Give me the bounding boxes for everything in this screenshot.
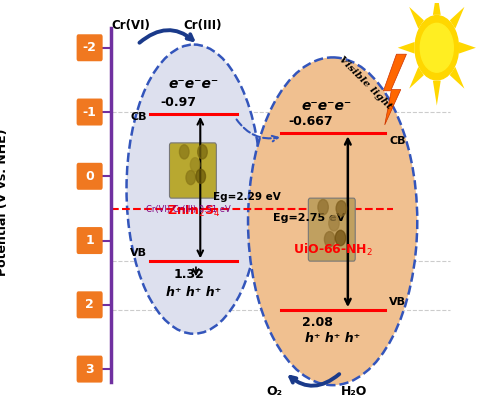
Text: h⁺ h⁺ h⁺: h⁺ h⁺ h⁺: [305, 332, 360, 345]
Text: ZnIn$_2$S$_4$: ZnIn$_2$S$_4$: [167, 204, 221, 219]
Text: VB: VB: [130, 248, 147, 259]
Polygon shape: [398, 42, 415, 54]
Text: O₂: O₂: [266, 385, 282, 398]
Polygon shape: [450, 67, 464, 88]
Circle shape: [329, 215, 339, 231]
Text: e⁻e⁻e⁻: e⁻e⁻e⁻: [301, 99, 351, 113]
Circle shape: [324, 231, 335, 247]
Circle shape: [198, 145, 207, 159]
Polygon shape: [459, 42, 476, 54]
Polygon shape: [433, 81, 441, 105]
FancyBboxPatch shape: [76, 99, 103, 126]
Polygon shape: [433, 0, 441, 15]
Circle shape: [318, 200, 328, 215]
Text: Cr(VI) Cr(III) 0.51 eV: Cr(VI) Cr(III) 0.51 eV: [146, 205, 231, 214]
Text: 1: 1: [85, 234, 94, 247]
Polygon shape: [450, 7, 464, 29]
Circle shape: [420, 23, 453, 72]
Text: H₂O: H₂O: [341, 385, 368, 398]
FancyBboxPatch shape: [76, 356, 103, 383]
Text: e⁻e⁻e⁻: e⁻e⁻e⁻: [169, 78, 219, 91]
FancyBboxPatch shape: [76, 291, 103, 318]
FancyBboxPatch shape: [76, 163, 103, 190]
FancyBboxPatch shape: [309, 198, 355, 261]
Circle shape: [336, 201, 347, 216]
Circle shape: [415, 16, 458, 80]
Text: 3: 3: [85, 362, 94, 376]
Text: Eg=2.75 eV: Eg=2.75 eV: [273, 213, 345, 223]
Text: Visible light: Visible light: [337, 55, 393, 112]
Ellipse shape: [248, 57, 417, 385]
Text: 1.32: 1.32: [174, 267, 205, 280]
Text: h⁺ h⁺ h⁺: h⁺ h⁺ h⁺: [166, 286, 221, 299]
Text: UiO-66-NH$_2$: UiO-66-NH$_2$: [293, 242, 372, 258]
Circle shape: [190, 158, 200, 172]
Polygon shape: [409, 67, 424, 88]
Text: -0.667: -0.667: [289, 115, 333, 128]
Circle shape: [335, 230, 346, 246]
Text: 2: 2: [85, 298, 94, 311]
FancyBboxPatch shape: [76, 34, 103, 61]
Text: -0.97: -0.97: [161, 96, 196, 109]
Text: Cr(VI): Cr(VI): [112, 19, 150, 32]
Ellipse shape: [126, 44, 261, 334]
Text: CB: CB: [389, 136, 406, 146]
Text: Potential (V vs. NHE): Potential (V vs. NHE): [0, 128, 9, 276]
Text: CB: CB: [130, 112, 147, 122]
FancyBboxPatch shape: [170, 143, 216, 198]
Text: Eg=2.29 eV: Eg=2.29 eV: [213, 192, 281, 202]
Text: -2: -2: [83, 41, 97, 54]
Circle shape: [196, 169, 205, 183]
Text: 2.08: 2.08: [302, 316, 333, 329]
Circle shape: [186, 170, 195, 185]
Text: Cr(III): Cr(III): [183, 19, 222, 32]
Text: -1: -1: [83, 105, 97, 118]
Polygon shape: [409, 7, 424, 29]
FancyBboxPatch shape: [76, 227, 103, 254]
Circle shape: [180, 145, 189, 159]
Text: 0: 0: [85, 170, 94, 183]
Polygon shape: [383, 54, 406, 125]
Text: VB: VB: [389, 297, 406, 307]
